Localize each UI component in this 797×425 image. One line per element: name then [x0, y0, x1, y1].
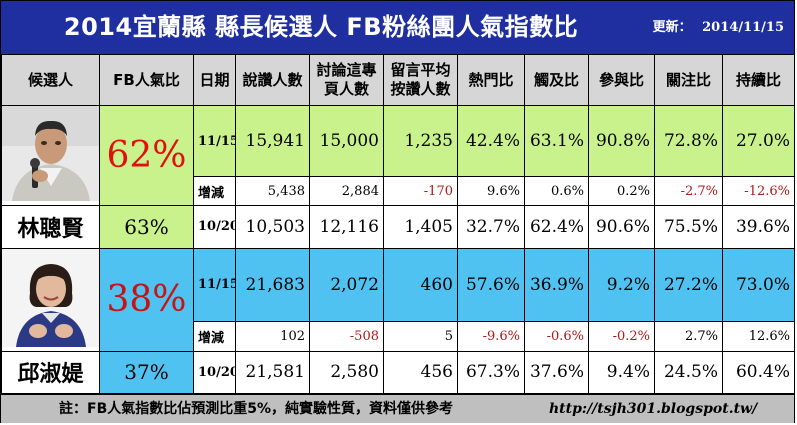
header-row: 候選人 FB人氣比 日期 說讚人數 討論這專頁人數 留言平均按讚人數 熱門比 觸… — [1, 53, 795, 107]
candidate-2-prev-reach: 37.6% — [524, 350, 589, 395]
candidate-1-current-hot: 42.4% — [457, 105, 525, 177]
candidate-2-prev-sustain: 60.4% — [722, 350, 795, 395]
header-fb-ratio: FB人氣比 — [99, 53, 194, 107]
candidate-1-current-avg-likes: 1,235 — [383, 105, 458, 177]
update-info: 更新： 2014/11/15 — [653, 1, 784, 54]
footer-note: 註：FB人氣指數比佔預測比重5%，純實驗性質，資料僅供參考 — [59, 401, 454, 417]
candidate-1-current-reach: 63.1% — [524, 105, 589, 177]
candidate-1-current-likes: 15,941 — [235, 105, 310, 177]
candidate-2-current-likes: 21,683 — [235, 247, 310, 323]
candidate-1-current-engage: 90.8% — [588, 105, 655, 177]
header-likes: 說讚人數 — [235, 53, 310, 107]
candidate-2-change-likes: 102 — [235, 321, 310, 352]
candidate-2-prev-engage: 9.4% — [588, 350, 655, 395]
footer-url: http://tsjh301.blogspot.tw/ — [549, 401, 758, 417]
candidate-2-current-talking: 2,072 — [309, 247, 384, 323]
candidate-1-change-label: 增減 — [193, 175, 236, 207]
candidate-2-current-reach: 36.9% — [524, 247, 589, 323]
candidate-2-previous-row: 邱淑媞 37% 10/20 21,581 2,580 456 67.3% 37.… — [1, 350, 795, 395]
candidate-2-change-talking: -508 — [309, 321, 384, 352]
candidate-2-change-hot: -9.6% — [457, 321, 525, 352]
candidate-2-photo-image — [2, 249, 99, 347]
candidate-1-prev-engage: 90.6% — [588, 205, 655, 249]
header-attention: 關注比 — [654, 53, 723, 107]
candidate-1-change-hot: 9.6% — [457, 175, 525, 207]
candidate-2-current-attention: 27.2% — [654, 247, 723, 323]
candidate-2-current-row: 38% 11/15 21,683 2,072 460 57.6% 36.9% 9… — [1, 247, 795, 352]
candidate-1-change-sustain: -12.6% — [722, 175, 795, 207]
candidate-1-change-talking: 2,884 — [309, 175, 384, 207]
candidate-1-change-avg-likes: -170 — [383, 175, 458, 207]
candidate-1-prev-likes: 10,503 — [235, 205, 310, 249]
candidate-2-prev-attention: 24.5% — [654, 350, 723, 395]
candidate-2-change-row: 增減 102 -508 5 -9.6% -0.6% -0.2% 2.7% 12.… — [2, 321, 795, 352]
title-bar: 2014宜蘭縣 縣長候選人 FB粉絲團人氣指數比 更新： 2014/11/15 — [1, 1, 794, 54]
update-date: 2014/11/15 — [702, 20, 784, 35]
candidate-2-change-engage: -0.2% — [588, 321, 655, 352]
candidate-1-current-row: 62% 11/15 15,941 15,000 1,235 42.4% 63.1… — [1, 105, 795, 207]
header-hot: 熱門比 — [457, 53, 525, 107]
candidate-2-current-avg-likes: 460 — [383, 247, 458, 323]
candidate-1-prev-hot: 32.7% — [457, 205, 525, 249]
candidate-1-current-date: 11/15 — [193, 105, 236, 177]
candidate-2-prev-likes: 21,581 — [235, 350, 310, 395]
candidate-2-change-attention: 2.7% — [654, 321, 723, 352]
header-sustain: 持續比 — [722, 53, 795, 107]
data-table: 候選人 FB人氣比 日期 說讚人數 討論這專頁人數 留言平均按讚人數 熱門比 觸… — [1, 53, 795, 395]
header-talking: 討論這專頁人數 — [309, 53, 384, 107]
candidate-2-change-avg-likes: 5 — [383, 321, 458, 352]
candidate-2-prev-avg-likes: 456 — [383, 350, 458, 395]
candidate-1-change-attention: -2.7% — [654, 175, 723, 207]
footer: 註：FB人氣指數比佔預測比重5%，純實驗性質，資料僅供參考 http://tsj… — [1, 394, 794, 423]
candidate-1-change-reach: 0.6% — [524, 175, 589, 207]
candidate-2-current-hot: 57.6% — [457, 247, 525, 323]
header-candidate: 候選人 — [1, 53, 100, 107]
update-label: 更新： — [652, 20, 692, 35]
candidate-1-change-row: 增減 5,438 2,884 -170 9.6% 0.6% 0.2% -2.7%… — [2, 175, 795, 207]
candidate-1-prev-reach: 62.4% — [524, 205, 589, 249]
header-avg-comment-likes: 留言平均按讚人數 — [383, 53, 458, 107]
candidate-1-current-attention: 72.8% — [654, 105, 723, 177]
candidate-2-current-engage: 9.2% — [588, 247, 655, 323]
candidate-2-prev-pct: 37% — [99, 350, 194, 395]
candidate-1-current-sustain: 27.0% — [722, 105, 795, 177]
candidate-2-change-sustain: 12.6% — [722, 321, 795, 352]
candidate-2-name: 邱淑媞 — [1, 350, 100, 395]
candidate-1-photo — [1, 105, 100, 207]
header-engage: 參與比 — [588, 53, 655, 107]
candidate-2-prev-date: 10/20 — [193, 350, 236, 395]
candidate-1-prev-attention: 75.5% — [654, 205, 723, 249]
candidate-1-prev-date: 10/20 — [193, 205, 236, 249]
candidate-1-name: 林聰賢 — [1, 205, 100, 249]
candidate-1-prev-pct: 63% — [99, 205, 194, 249]
candidate-1-previous-row: 林聰賢 63% 10/20 10,503 12,116 1,405 32.7% … — [1, 205, 795, 249]
candidate-1-prev-avg-likes: 1,405 — [383, 205, 458, 249]
candidate-2-photo — [1, 247, 100, 352]
header-date: 日期 — [193, 53, 236, 107]
candidate-1-current-pct: 62% — [99, 105, 194, 207]
header-reach: 觸及比 — [524, 53, 589, 107]
candidate-2-prev-hot: 67.3% — [457, 350, 525, 395]
candidate-2-current-date: 11/15 — [193, 247, 236, 323]
candidate-1-prev-sustain: 39.6% — [722, 205, 795, 249]
candidate-2-change-label: 增減 — [193, 321, 236, 352]
candidate-1-change-engage: 0.2% — [588, 175, 655, 207]
candidate-1-current-talking: 15,000 — [309, 105, 384, 177]
candidate-1-prev-talking: 12,116 — [309, 205, 384, 249]
candidate-2-change-reach: -0.6% — [524, 321, 589, 352]
candidate-2-current-sustain: 73.0% — [722, 247, 795, 323]
candidate-2-current-pct: 38% — [99, 247, 194, 352]
page-title: 2014宜蘭縣 縣長候選人 FB粉絲團人氣指數比 — [63, 13, 579, 41]
candidate-1-change-likes: 5,438 — [235, 175, 310, 207]
candidate-1-photo-image — [2, 106, 99, 202]
candidate-2-prev-talking: 2,580 — [309, 350, 384, 395]
